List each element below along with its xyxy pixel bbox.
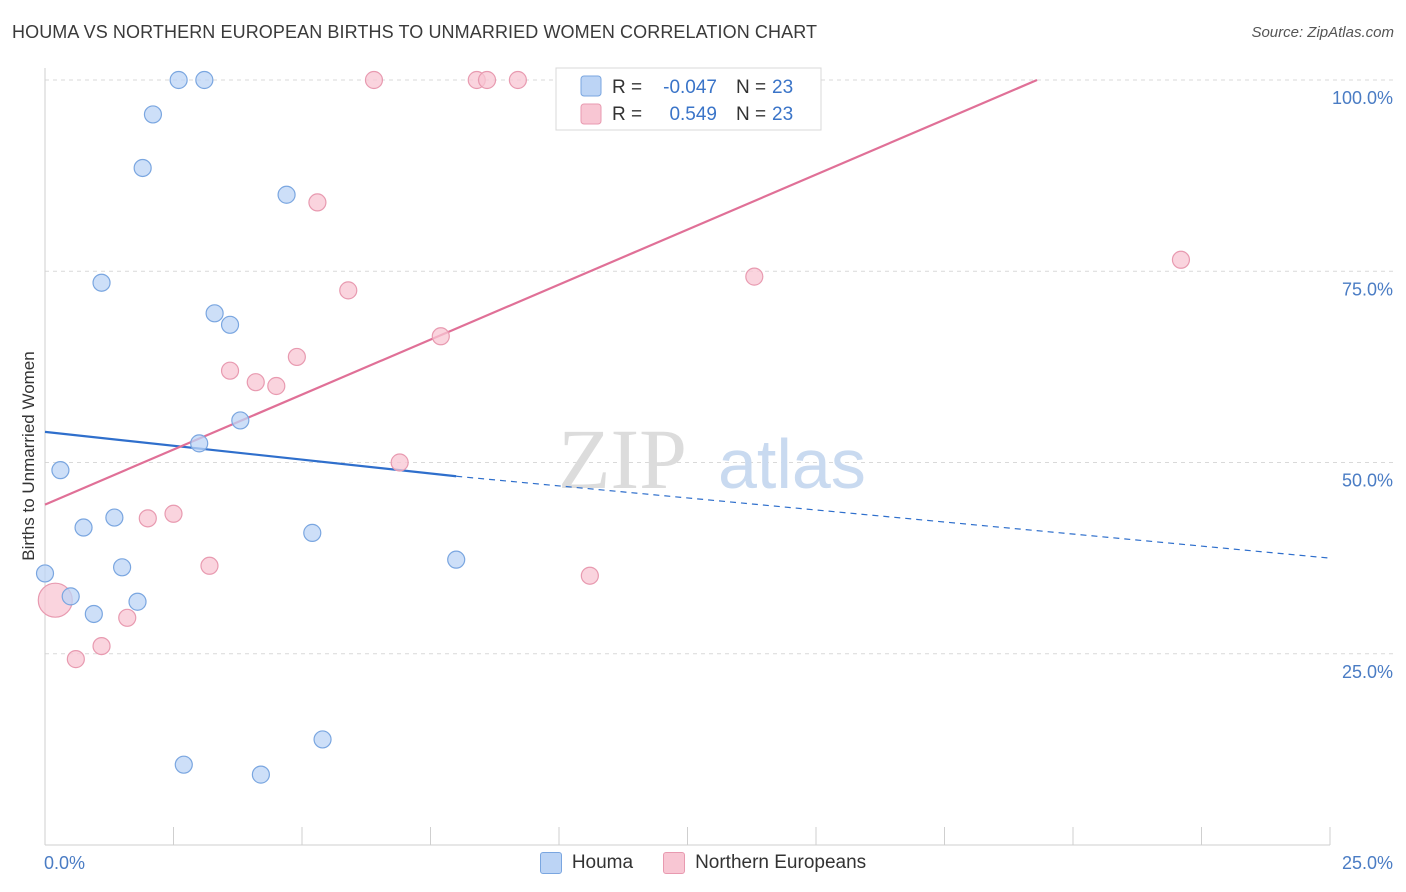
houma-point	[84, 604, 103, 624]
houma-point	[105, 508, 124, 527]
northern-n-label: N =	[736, 104, 766, 125]
houma-n-value: 23	[772, 77, 793, 98]
y-tick-label: 50.0%	[1342, 471, 1393, 491]
grid-lines	[45, 79, 1395, 655]
source-credit: Source: ZipAtlas.com	[1251, 24, 1394, 41]
houma-r-value: -0.047	[663, 77, 717, 98]
houma-point	[112, 558, 132, 577]
northern-point	[164, 504, 183, 523]
chart-title: HOUMA VS NORTHERN EUROPEAN BIRTHS TO UNM…	[12, 22, 818, 42]
northern-point	[246, 373, 265, 392]
legend-northern-label: Northern Europeans	[695, 852, 867, 873]
watermark-zip: ZIP	[558, 411, 687, 507]
northern-trend-line	[44, 78, 1038, 506]
houma-point	[174, 755, 193, 774]
x-tick-label: 25.0%	[1342, 853, 1393, 873]
northern-point	[339, 281, 358, 300]
northern-r-value: 0.549	[669, 104, 717, 125]
northern-point	[92, 636, 111, 656]
houma-point	[220, 315, 240, 334]
x-tick-label: 0.0%	[44, 853, 85, 873]
series-legend: Houma Northern Europeans	[0, 852, 1406, 874]
houma-r-label: R =	[612, 77, 642, 98]
legend-item-northern: Northern Europeans	[663, 852, 866, 874]
y-tick-label: 100.0%	[1332, 88, 1393, 108]
houma-point	[251, 765, 270, 784]
watermark: ZIP atlas	[558, 411, 866, 507]
legend-houma-label: Houma	[571, 852, 634, 873]
northern-point	[580, 566, 599, 585]
axes	[44, 68, 1331, 846]
northern-point	[431, 327, 450, 346]
houma-point	[128, 592, 147, 611]
houma-point	[74, 518, 93, 537]
legend-item-houma: Houma	[539, 852, 634, 874]
northern-point	[477, 70, 497, 90]
houma-point	[447, 550, 466, 569]
houma-trend-line	[44, 430, 457, 478]
northern-point	[390, 453, 409, 472]
y-tick-label: 25.0%	[1342, 662, 1393, 682]
houma-point	[190, 434, 209, 453]
northern-swatch	[663, 852, 686, 874]
houma-point	[169, 70, 188, 90]
houma-n-label: N =	[736, 77, 766, 98]
northern-point	[220, 361, 240, 380]
houma-point	[231, 411, 250, 430]
houma-point	[92, 273, 111, 292]
northern-point	[745, 267, 764, 286]
houma-point	[133, 158, 152, 178]
northern-point	[66, 650, 85, 669]
houma-trend-extension	[456, 475, 1331, 559]
northern-point	[138, 509, 157, 528]
houma-point	[61, 587, 80, 606]
trend-lines	[44, 78, 1331, 559]
northern-point	[364, 70, 384, 90]
y-tick-label: 75.0%	[1342, 279, 1393, 299]
northern-point	[200, 556, 219, 575]
houma-point	[313, 730, 332, 749]
houma-swatch	[539, 852, 562, 874]
northern-point	[118, 608, 137, 627]
houma-point	[277, 185, 296, 204]
houma-point	[143, 105, 163, 124]
northern-point	[1171, 250, 1191, 269]
northern-n-value: 23	[772, 104, 793, 125]
northern-legend-swatch	[580, 103, 602, 125]
houma-legend-swatch	[580, 75, 602, 97]
data-points	[35, 70, 1191, 784]
houma-point	[205, 304, 224, 323]
northern-point	[287, 347, 306, 367]
northern-r-label: R =	[612, 104, 642, 125]
houma-point	[51, 461, 70, 480]
tick-labels: 25.0% 50.0% 75.0% 100.0% 0.0% 25.0%	[44, 88, 1393, 873]
northern-point	[508, 70, 527, 90]
houma-point	[303, 523, 322, 542]
y-axis-label: Births to Unmarried Women	[19, 351, 38, 560]
watermark-atlas: atlas	[718, 425, 866, 503]
houma-point	[195, 70, 214, 90]
stats-legend: R = -0.047 N = 23 R = 0.549 N = 23	[555, 67, 822, 131]
houma-point	[35, 564, 55, 583]
northern-point	[308, 193, 327, 212]
northern-point	[267, 376, 286, 396]
